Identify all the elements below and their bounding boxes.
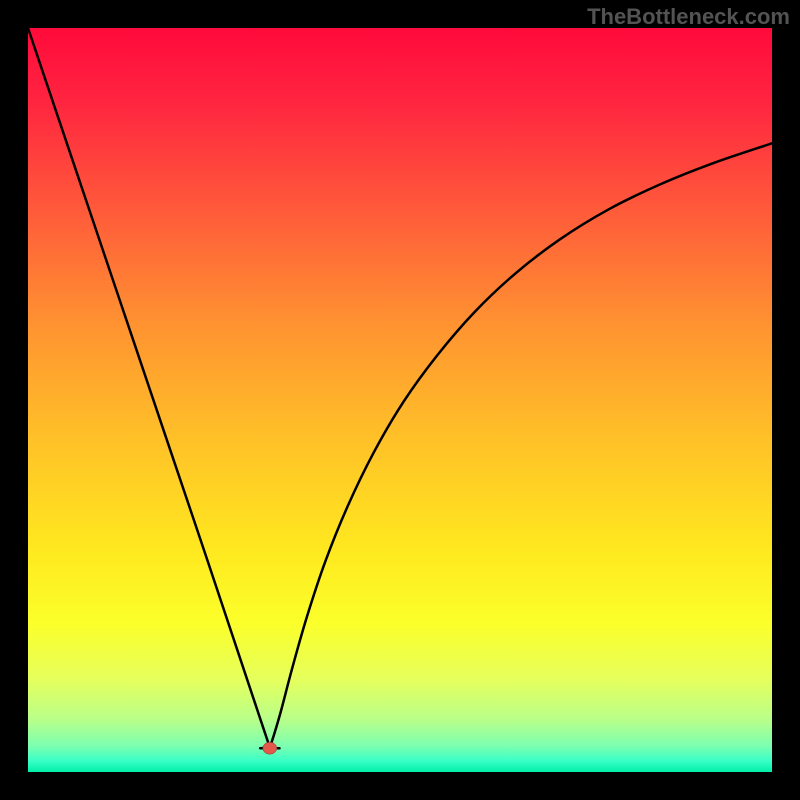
vertex-dot — [263, 742, 277, 754]
chart-svg — [0, 0, 800, 800]
watermark-text: TheBottleneck.com — [587, 4, 790, 30]
stage: TheBottleneck.com — [0, 0, 800, 800]
plot-background — [28, 28, 772, 772]
